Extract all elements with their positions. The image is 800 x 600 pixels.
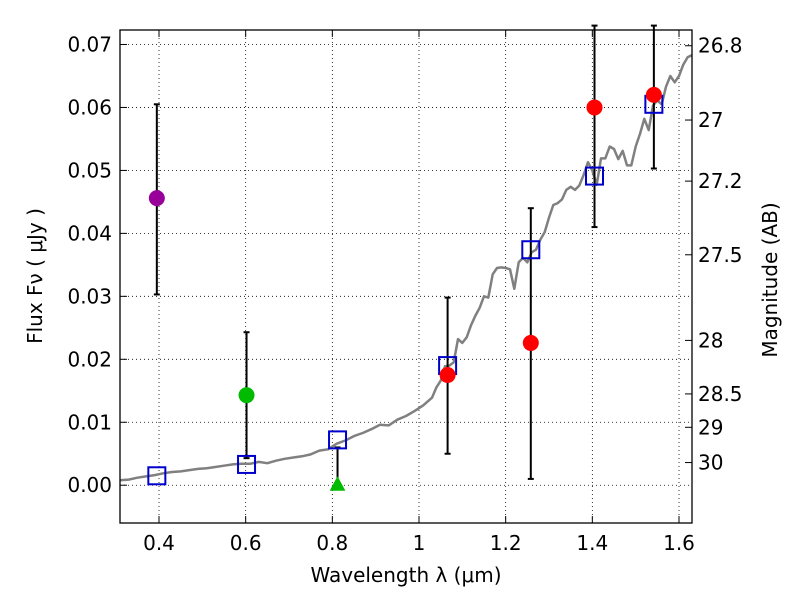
y2-tick-label: 29 bbox=[698, 415, 723, 439]
observed-flux-marker bbox=[439, 367, 456, 384]
y-axis-title: Flux Fν ( μJy ) bbox=[23, 208, 47, 344]
y2-tick-label: 27 bbox=[698, 108, 723, 132]
x-tick-label: 1 bbox=[413, 531, 426, 555]
tick-labels: 0.4 0.6 0.8 1 1.2 1.4 1.6 0.00 0.01 0.02 0.03 0.04 0… bbox=[67, 32, 742, 555]
observed-flux-marker bbox=[645, 86, 662, 103]
template-photometry-box bbox=[147, 466, 167, 486]
y-tick-label: 0.05 bbox=[67, 158, 112, 182]
y2-tick-label: 28 bbox=[698, 328, 723, 352]
observed-flux-marker bbox=[586, 99, 603, 116]
x-tick-label: 1.4 bbox=[576, 531, 608, 555]
data-points-layer bbox=[147, 24, 664, 491]
template-photometry-box bbox=[521, 240, 541, 260]
y2-tick-label: 30 bbox=[698, 451, 723, 475]
x-tick-label: 0.4 bbox=[143, 531, 175, 555]
upper-limit-triangle-marker bbox=[329, 476, 346, 491]
y-tick-label: 0.03 bbox=[67, 284, 112, 308]
x-axis-title: Wavelength λ (μm) bbox=[310, 563, 501, 587]
y2-axis-title: Magnitude (AB) bbox=[758, 202, 782, 357]
y-tick-label: 0.01 bbox=[67, 410, 112, 434]
observed-flux-marker bbox=[238, 387, 255, 404]
template-photometry-box bbox=[585, 166, 604, 186]
plot-frame bbox=[119, 29, 693, 524]
x-tick-label: 0.6 bbox=[230, 531, 262, 555]
y2-tick-label: 26.8 bbox=[698, 34, 743, 58]
y2-tick-label: 27.2 bbox=[698, 169, 743, 193]
axis-ticks bbox=[120, 30, 692, 523]
y-tick-label: 0.04 bbox=[67, 221, 112, 245]
template-photometry-box bbox=[328, 430, 348, 450]
observed-flux-marker bbox=[522, 334, 539, 351]
y2-tick-label: 28.5 bbox=[698, 382, 743, 406]
y-tick-label: 0.06 bbox=[67, 95, 112, 119]
template-photometry-box bbox=[237, 454, 257, 474]
x-tick-label: 1.6 bbox=[663, 531, 695, 555]
y-tick-label: 0.07 bbox=[67, 32, 112, 56]
model-spectrum-line bbox=[119, 54, 693, 482]
y-tick-label: 0.02 bbox=[67, 347, 112, 371]
observed-flux-marker bbox=[148, 190, 165, 207]
y-tick-label: 0.00 bbox=[67, 473, 112, 497]
x-tick-label: 0.8 bbox=[316, 531, 348, 555]
model-spectrum-layer bbox=[119, 54, 693, 482]
x-tick-label: 1.2 bbox=[490, 531, 522, 555]
y2-tick-label: 27.5 bbox=[698, 243, 743, 267]
